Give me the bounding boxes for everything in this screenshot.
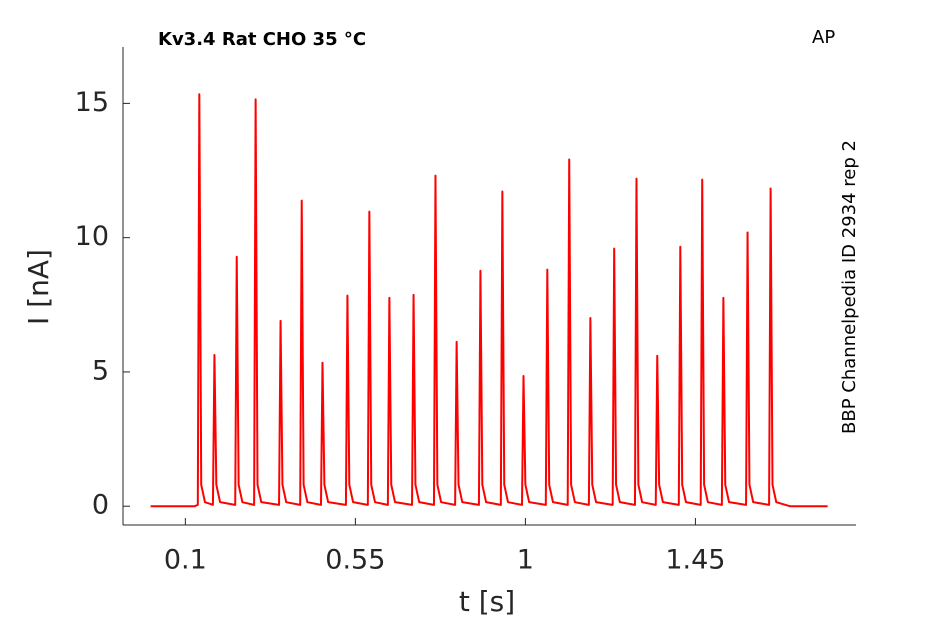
x-tick-label: 1 [517, 545, 534, 576]
y-tick-label: 15 [75, 87, 109, 118]
y-axis-label: I [nA] [22, 249, 55, 325]
chart-title: Kv3.4 Rat CHO 35 °C [158, 29, 366, 50]
x-tick-label: 0.55 [325, 545, 385, 576]
x-tick-label: 0.1 [164, 545, 207, 576]
corner-label: AP [812, 27, 835, 48]
y-tick-label: 10 [75, 221, 109, 252]
current-trace [150, 93, 828, 508]
y-tick-label: 5 [92, 355, 109, 386]
y-tick-label: 0 [92, 490, 109, 521]
x-axis-label: t [s] [459, 585, 515, 618]
x-tick-label: 1.45 [665, 545, 725, 576]
side-label: BBP Channelpedia ID 2934 rep 2 [839, 140, 860, 434]
